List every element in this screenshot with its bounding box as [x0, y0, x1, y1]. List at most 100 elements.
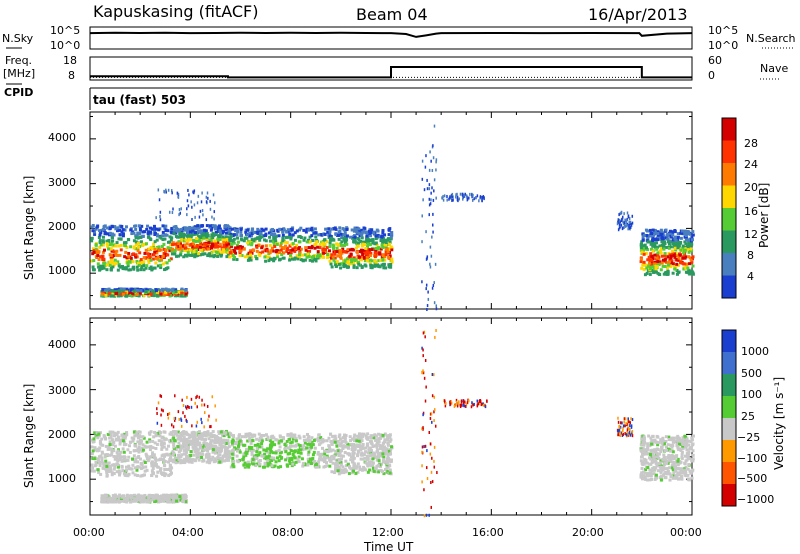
vel-echo: [389, 438, 393, 442]
pow-echo: [197, 235, 201, 239]
vel-echo: [114, 432, 118, 436]
pow-echo: [280, 246, 284, 250]
vel-echo: [264, 456, 268, 460]
pow-echo: [158, 198, 161, 202]
pow-echo: [214, 225, 218, 229]
vel-echo: [113, 457, 117, 461]
vel-echo: [362, 467, 366, 471]
freq-label: Freq.: [5, 54, 33, 67]
power-cb-tick-4: 4: [747, 270, 754, 283]
vel-echo: [372, 469, 376, 473]
pow-echo: [335, 242, 339, 246]
pow-echo: [687, 243, 691, 247]
pow-echo: [193, 189, 196, 193]
pow-echo: [100, 292, 104, 296]
pow-echo: [304, 248, 308, 252]
pow-echo: [382, 253, 386, 257]
vel-echo: [240, 442, 244, 446]
vel-echo: [243, 435, 247, 439]
pow-echo: [201, 245, 205, 249]
pow-echo: [681, 244, 685, 248]
vel-echo: [258, 459, 262, 463]
vel-echo: [182, 430, 186, 434]
pow-echo: [657, 255, 661, 259]
vel-echo: [198, 445, 202, 449]
vel-echo: [356, 450, 360, 454]
pow-echo: [671, 262, 675, 266]
pow-echo: [142, 260, 146, 264]
vel-echo: [90, 469, 94, 473]
pow-echo: [163, 237, 167, 241]
vel-echo: [176, 437, 180, 441]
pow-echo: [653, 237, 657, 241]
pow-echo: [174, 231, 178, 235]
pow-echo: [139, 229, 143, 233]
vel-echo: [126, 458, 130, 462]
vel-echo: [211, 430, 215, 434]
pow-echo: [466, 197, 469, 201]
vel-echo: [166, 412, 169, 416]
pow-echo: [482, 195, 485, 199]
vel-echo: [145, 440, 149, 444]
pow-echo: [353, 240, 357, 244]
vel-echo: [150, 496, 154, 500]
pow-echo: [654, 241, 658, 245]
vel-echo: [343, 468, 347, 472]
pow-echo: [138, 251, 142, 255]
vel-echo: [266, 464, 270, 468]
vel-echo: [111, 441, 115, 445]
pow-echo: [308, 240, 312, 244]
pow-echo: [389, 262, 393, 266]
pow-echo: [155, 216, 157, 220]
pow-echo: [328, 229, 332, 233]
pow-echo: [179, 253, 183, 257]
vel-echo: [135, 468, 139, 472]
pow-echo: [289, 253, 293, 257]
pow-echo: [676, 240, 680, 244]
pow-echo: [226, 253, 230, 257]
pow-echo: [685, 262, 689, 266]
pow-echo: [293, 256, 297, 260]
vel-echo: [371, 466, 375, 470]
vel-echo: [135, 431, 139, 435]
vel-echo: [94, 463, 98, 467]
vel-echo: [217, 431, 221, 435]
vel-echo: [235, 454, 239, 458]
pow-echo: [383, 233, 387, 237]
vel-echo: [180, 453, 184, 457]
vel-echo: [186, 440, 190, 444]
vel-echo: [293, 449, 297, 453]
pow-echo: [105, 226, 109, 230]
pow-echo: [621, 227, 624, 231]
vel-echo: [329, 432, 333, 436]
vel-echo: [116, 453, 120, 457]
vel-echo: [358, 465, 362, 469]
pow-echo: [199, 209, 202, 213]
nsky-tick-bottom: 10^0: [50, 39, 81, 52]
vel-echo: [281, 436, 285, 440]
pow-echo: [659, 251, 663, 255]
pow-echo: [374, 234, 378, 238]
pow-echo: [648, 258, 652, 262]
vel-echo: [133, 444, 137, 448]
pow-echo: [383, 258, 387, 262]
pow-echo: [191, 205, 193, 209]
vel-echo: [167, 474, 171, 478]
vel-echo: [343, 436, 347, 440]
vel-echo: [171, 453, 175, 457]
vel-echo: [165, 493, 169, 497]
vel-echo: [382, 455, 386, 459]
vel-echo: [149, 444, 153, 448]
vel-echo: [104, 459, 108, 463]
pow-echo: [652, 233, 656, 237]
pow-echo: [153, 230, 157, 234]
nave-label: Nave: [760, 62, 789, 75]
pow-echo: [213, 217, 215, 221]
pow-echo: [120, 224, 124, 228]
pow-echo: [435, 168, 437, 172]
pow-echo: [658, 231, 662, 235]
pow-echo: [243, 236, 247, 240]
vel-echo: [177, 455, 181, 459]
pow-echo: [669, 261, 673, 265]
vel-echo: [221, 438, 225, 442]
